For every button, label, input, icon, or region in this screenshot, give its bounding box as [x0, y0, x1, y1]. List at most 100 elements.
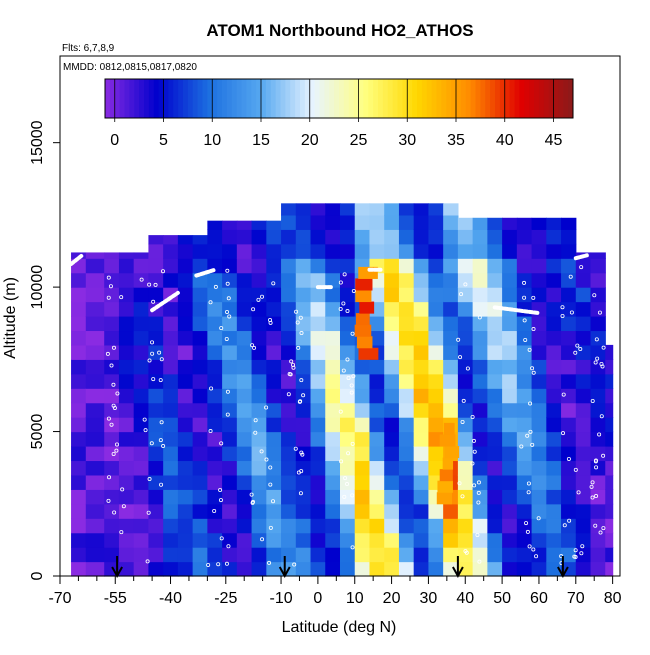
heatmap-cell: [266, 518, 282, 534]
latitude-arrow: [111, 556, 123, 579]
sample-point: [601, 526, 606, 531]
heatmap-cell: [222, 518, 238, 534]
heatmap-cell: [340, 359, 356, 375]
heatmap-cell: [192, 344, 208, 360]
heatmap-cell: [148, 460, 164, 476]
heatmap-cell: [104, 503, 120, 519]
heatmap-cell: [325, 402, 341, 418]
sample-point: [109, 363, 114, 368]
heatmap-cell: [457, 388, 474, 404]
sample-point: [226, 544, 231, 549]
heatmap-cell: [222, 460, 238, 476]
heatmap-cell: [428, 518, 444, 534]
heatmap-cell: [71, 474, 87, 490]
heatmap-cell: [575, 489, 592, 505]
sample-point: [299, 331, 304, 336]
heatmap-cell: [163, 474, 179, 490]
heatmap-cell: [384, 272, 400, 288]
heatmap-cell: [192, 431, 208, 447]
heatmap-cell: [398, 474, 415, 490]
heatmap-cell: [163, 388, 179, 404]
heatmap-cell: [325, 344, 341, 360]
sample-point: [146, 510, 151, 515]
heatmap-cell: [325, 388, 341, 404]
y-axis-tick-label: 5000: [29, 414, 46, 450]
heatmap-cell: [340, 402, 356, 418]
heatmap-cell: [192, 243, 208, 259]
heatmap-cell: [222, 474, 238, 490]
sample-point: [292, 562, 297, 567]
heatmap-cell: [236, 474, 253, 490]
heatmap-cell: [516, 272, 533, 288]
heatmap-cell: [546, 446, 562, 462]
colorbar-tick-label: 10: [203, 132, 221, 149]
heatmap-cell: [281, 417, 297, 433]
heatmap-cell: [295, 287, 312, 303]
heatmap-cell: [472, 431, 488, 447]
colorbar-segment: [114, 79, 121, 118]
heatmap-cell: [605, 344, 614, 360]
heatmap-cell: [457, 518, 474, 534]
heatmap-cell: [428, 532, 444, 548]
sample-point: [106, 416, 111, 421]
heatmap-cell: [369, 243, 385, 259]
colorbar-segment: [261, 79, 267, 118]
heatmap-cell: [428, 503, 444, 519]
heatmap-cell: [428, 229, 444, 245]
heatmap-cell: [266, 373, 282, 389]
heatmap-cell: [85, 503, 105, 519]
heatmap-cell: [531, 561, 547, 577]
sample-point: [224, 336, 229, 341]
heatmap-cell: [561, 547, 577, 563]
heatmap-cell: [398, 503, 415, 519]
heatmap-hotspot-cell: [436, 492, 452, 505]
heatmap-cell: [85, 417, 105, 433]
colorbar-segment: [129, 79, 135, 118]
heatmap-cell: [148, 561, 164, 577]
heatmap-cell: [502, 359, 518, 375]
heatmap-cell: [310, 330, 326, 346]
colorbar-segment: [412, 79, 418, 118]
heatmap-cell: [104, 252, 120, 259]
sample-point: [111, 382, 116, 387]
heatmap-cell: [428, 272, 444, 288]
heatmap-cell: [531, 272, 547, 288]
heatmap-cell: [487, 532, 503, 548]
heatmap-cell: [443, 344, 459, 360]
heatmap-cell: [472, 388, 488, 404]
heatmap-cell: [354, 532, 371, 548]
heatmap-cell: [236, 272, 253, 288]
heatmap-cell: [398, 344, 415, 360]
heatmap-cell: [369, 460, 385, 476]
heatmap-cell: [531, 316, 547, 332]
heatmap-cell: [325, 359, 341, 375]
heatmap-cell: [177, 287, 194, 303]
heatmap-cell: [590, 402, 606, 418]
heatmap-cell: [192, 359, 208, 375]
heatmap-cell: [118, 344, 135, 360]
heatmap-cell: [85, 359, 105, 375]
colorbar-tick-label: 35: [447, 132, 465, 149]
heatmap-cell: [384, 489, 400, 505]
heatmap-cell: [148, 258, 164, 274]
heatmap-cell: [133, 330, 150, 346]
heatmap-cell: [531, 258, 547, 274]
heatmap-cell: [222, 417, 238, 433]
heatmap-cell: [398, 359, 415, 375]
heatmap-cell: [546, 316, 562, 332]
heatmap-cell: [251, 220, 267, 230]
heatmap-cell: [325, 460, 341, 476]
heatmap-cell: [222, 532, 238, 548]
heatmap-cell: [281, 301, 297, 317]
sample-point: [594, 465, 599, 470]
heatmap-cell: [85, 316, 105, 332]
colorbar-segment: [348, 79, 355, 118]
heatmap-cell: [133, 301, 150, 317]
heatmap-cell: [369, 316, 385, 332]
sample-point: [531, 295, 536, 300]
latitude-arrow: [557, 556, 569, 579]
heatmap-cell: [207, 446, 223, 462]
heatmap-cell: [148, 474, 164, 490]
sample-point: [150, 351, 155, 356]
heatmap-cell: [163, 417, 179, 433]
